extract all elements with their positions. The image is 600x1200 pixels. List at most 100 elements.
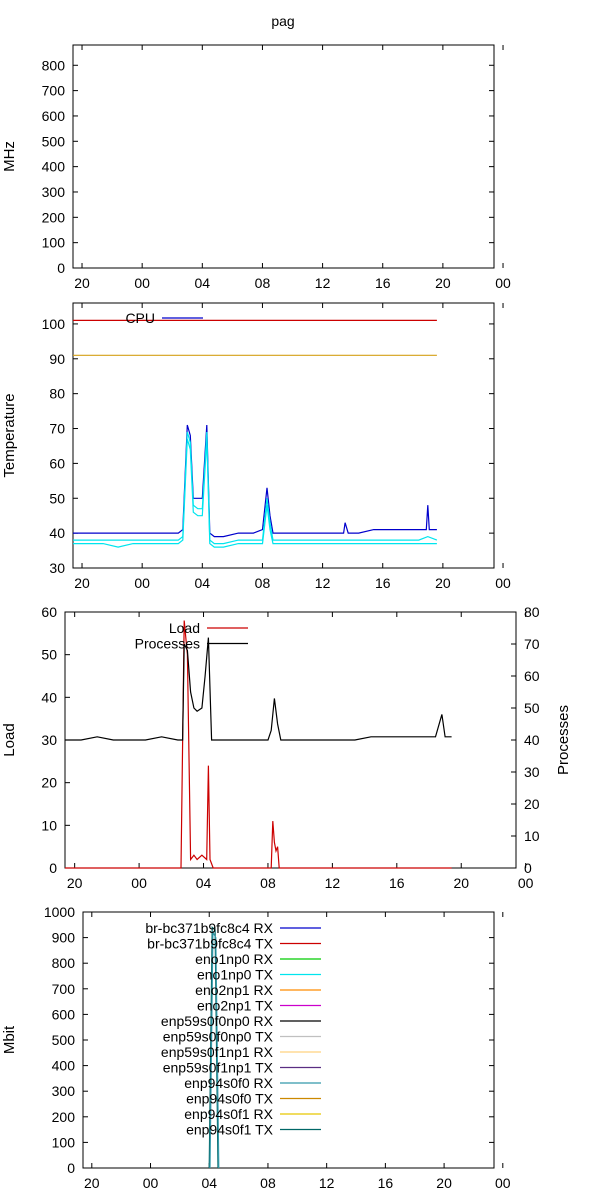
series-line-network-enp94s0f1-TX [208, 926, 219, 1169]
x-tick-label-network: 20 [84, 1175, 100, 1191]
x-tick-label-load: 20 [453, 875, 469, 891]
x-tick-label-network: 20 [436, 1175, 452, 1191]
x-tick-label-load: 20 [67, 875, 83, 891]
y2-tick-label-load: 40 [524, 732, 540, 748]
y-axis-label-cpu_freq: MHz [1, 141, 18, 172]
series-line-temperature-cores-low [73, 438, 437, 548]
series-line-network-enp94s0f0-RX [209, 930, 220, 1169]
y-tick-label-temperature: 100 [42, 316, 66, 332]
series-line-load-Load [65, 620, 452, 869]
y-tick-label-network: 500 [52, 1032, 76, 1048]
series-line-temperature-cores [73, 431, 438, 545]
y-tick-label-temperature: 30 [49, 560, 65, 576]
y2-tick-label-load: 30 [524, 764, 540, 780]
x-tick-label-cpu_freq: 20 [74, 275, 90, 291]
y-tick-label-network: 200 [52, 1109, 76, 1125]
x-tick-label-cpu_freq: 04 [195, 275, 211, 291]
x-tick-label-load: 16 [389, 875, 405, 891]
y-tick-label-load: 30 [41, 732, 57, 748]
y2-tick-label-load: 80 [524, 604, 540, 620]
legend-label-network: eno1np0 TX [197, 967, 274, 983]
y-tick-label-network: 900 [52, 930, 76, 946]
legend-label-network: enp94s0f1 RX [184, 1106, 273, 1122]
y-tick-label-load: 60 [41, 604, 57, 620]
x-tick-label-temperature: 00 [134, 575, 150, 591]
y-tick-label-load: 0 [49, 860, 57, 876]
x-tick-label-load: 08 [260, 875, 276, 891]
y-tick-label-load: 10 [41, 817, 57, 833]
x-tick-label-cpu_freq: 20 [435, 275, 451, 291]
legend-label-network: br-bc371b9fc8c4 RX [145, 920, 273, 936]
legend-label-network: enp94s0f0 TX [186, 1091, 274, 1107]
y-tick-label-temperature: 40 [49, 525, 65, 541]
x-tick-label-network: 08 [260, 1175, 276, 1191]
y-tick-label-cpu_freq: 200 [42, 209, 66, 225]
y-tick-label-cpu_freq: 600 [42, 108, 66, 124]
legend-label-network: enp59s0f0np0 TX [163, 1029, 274, 1045]
legend-label-network: eno2np1 TX [197, 998, 274, 1014]
y2-tick-label-load: 50 [524, 700, 540, 716]
legend-label-network: enp94s0f0 RX [184, 1075, 273, 1091]
x-tick-label-cpu_freq: 16 [375, 275, 391, 291]
series-line-load-Processes [65, 637, 452, 741]
y2-tick-label-load: 60 [524, 668, 540, 684]
x-tick-label-temperature: 12 [315, 575, 331, 591]
series-line-temperature-cpu [73, 424, 437, 538]
x-tick-label-network: 16 [378, 1175, 394, 1191]
x-tick-label-load: 12 [325, 875, 341, 891]
y2-tick-label-load: 20 [524, 796, 540, 812]
x-tick-label-load: 00 [131, 875, 147, 891]
legend-label-network: enp59s0f0np0 RX [161, 1013, 274, 1029]
page-title: pag [271, 13, 294, 29]
legend-label-network: br-bc371b9fc8c4 TX [147, 936, 273, 952]
x-tick-label-network: 12 [319, 1175, 335, 1191]
y-tick-label-network: 700 [52, 981, 76, 997]
legend-label-load: Processes [135, 636, 200, 652]
x-tick-label-network: 00 [495, 1175, 511, 1191]
x-tick-label-temperature: 16 [375, 575, 391, 591]
legend-label-network: eno2np1 RX [195, 982, 274, 998]
y-tick-label-cpu_freq: 800 [42, 57, 66, 73]
y-tick-label-temperature: 70 [49, 421, 65, 437]
y2-tick-label-load: 10 [524, 828, 540, 844]
y-tick-label-network: 0 [67, 1160, 75, 1176]
y-tick-label-cpu_freq: 300 [42, 184, 66, 200]
x-tick-label-cpu_freq: 00 [134, 275, 150, 291]
y-tick-label-cpu_freq: 0 [57, 260, 65, 276]
y-tick-label-temperature: 50 [49, 490, 65, 506]
x-tick-label-load: 00 [518, 875, 534, 891]
y-tick-label-network: 800 [52, 955, 76, 971]
y-tick-label-cpu_freq: 100 [42, 235, 66, 251]
y-tick-label-cpu_freq: 500 [42, 133, 66, 149]
y-axis-label-load: Load [1, 723, 18, 756]
y2-axis-label-load: Processes [555, 705, 572, 775]
y-tick-label-network: 100 [52, 1134, 76, 1150]
x-tick-label-temperature: 08 [255, 575, 271, 591]
legend-label-network: enp59s0f1np1 RX [161, 1044, 274, 1060]
legend-label-network: enp94s0f1 TX [186, 1122, 274, 1138]
y-tick-label-temperature: 60 [49, 455, 65, 471]
y-tick-label-load: 20 [41, 775, 57, 791]
y-tick-label-network: 600 [52, 1006, 76, 1022]
plot-frame-temperature [72, 302, 495, 569]
y-tick-label-network: 400 [52, 1058, 76, 1074]
legend-label-network: eno1np0 RX [195, 951, 274, 967]
plot-frame-cpu_freq [72, 44, 495, 269]
x-tick-label-temperature: 20 [435, 575, 451, 591]
legend-label-temperature: CPU [125, 310, 155, 326]
y-axis-label-network: Mbit [1, 1025, 18, 1054]
legend-label-network: enp59s0f1np1 TX [163, 1060, 274, 1076]
y-tick-label-load: 40 [41, 689, 57, 705]
y2-tick-label-load: 70 [524, 636, 540, 652]
x-tick-label-temperature: 00 [495, 575, 511, 591]
x-tick-label-network: 00 [143, 1175, 159, 1191]
x-tick-label-temperature: 20 [74, 575, 90, 591]
y-tick-label-cpu_freq: 700 [42, 83, 66, 99]
x-tick-label-load: 04 [196, 875, 212, 891]
x-tick-label-cpu_freq: 12 [315, 275, 331, 291]
legend-label-load: Load [169, 620, 200, 636]
x-tick-label-temperature: 04 [195, 575, 211, 591]
y-tick-label-cpu_freq: 400 [42, 159, 66, 175]
